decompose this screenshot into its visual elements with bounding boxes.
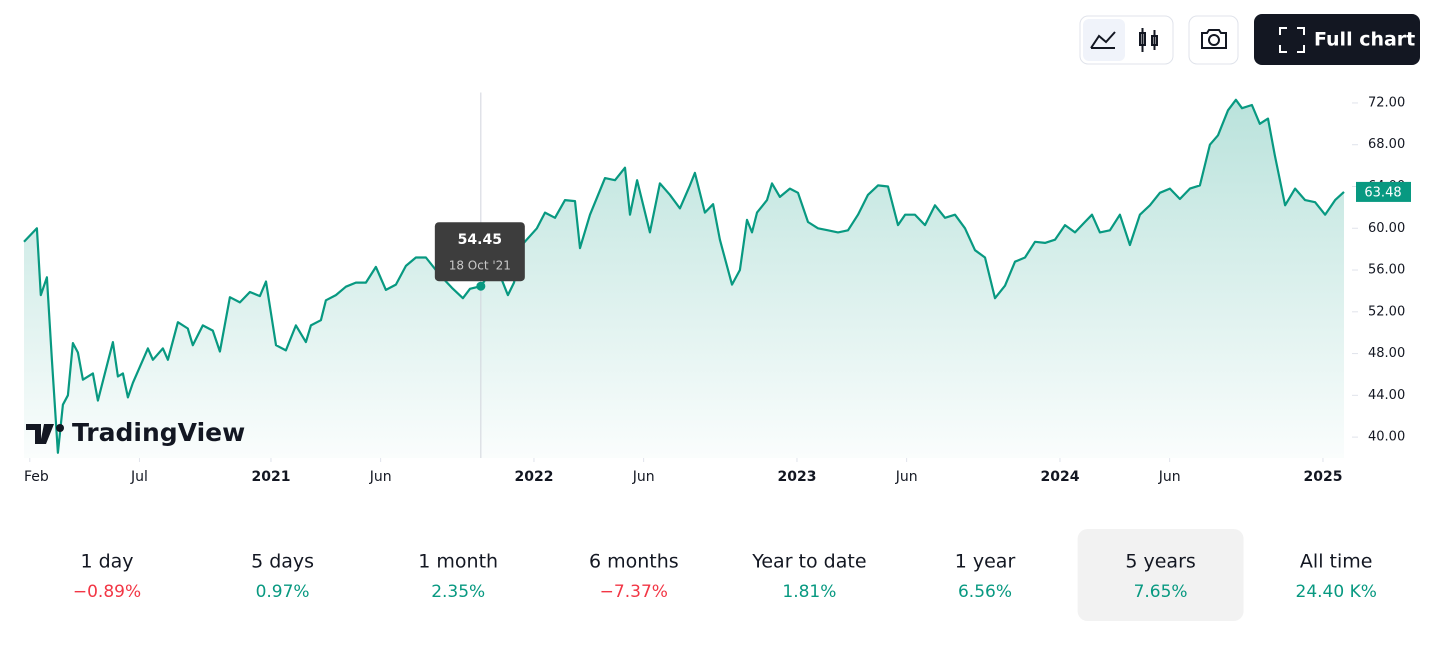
period-label: 6 months [589, 551, 679, 573]
x-tick-label: 2025 [1303, 469, 1342, 485]
period-change: −7.37% [600, 582, 668, 602]
y-tick-label: 44.00 [1368, 388, 1405, 403]
y-tick-label: 72.00 [1368, 95, 1405, 110]
x-tick-label: Jun [632, 469, 655, 485]
period-label: 1 month [418, 551, 498, 573]
line-icon [1090, 31, 1116, 49]
period-label: 5 days [251, 551, 314, 573]
y-tick-label: 52.00 [1368, 304, 1405, 319]
x-tick-label: Jun [1158, 469, 1181, 485]
x-tick-label: Feb [24, 469, 49, 485]
period-button[interactable] [726, 529, 892, 621]
watermark: TradingView [72, 418, 245, 447]
period-button[interactable] [375, 529, 541, 621]
x-tick-label: Jul [130, 469, 148, 485]
camera-icon [1201, 29, 1227, 49]
period-change: 0.97% [256, 582, 310, 602]
period-button[interactable] [551, 529, 717, 621]
logo-mark [26, 424, 54, 444]
fullscreen-icon [1279, 27, 1305, 53]
period-change: 6.56% [958, 582, 1012, 602]
tooltip-date: 18 Oct '21 [449, 259, 511, 273]
period-label: 1 day [80, 551, 133, 573]
y-tick-label: 40.00 [1368, 430, 1405, 445]
period-change: 24.40 K% [1296, 582, 1377, 602]
period-label: 5 years [1125, 551, 1195, 573]
period-change: 1.81% [782, 582, 836, 602]
last-price-badge [1356, 181, 1411, 202]
period-button[interactable] [24, 529, 190, 621]
last-price-label: 63.48 [1364, 185, 1401, 200]
y-tick-label: 68.00 [1368, 137, 1405, 152]
period-button[interactable] [1078, 529, 1244, 621]
period-selected-bg [1077, 529, 1244, 621]
plot: 40.0044.0048.0052.0056.0060.0064.0068.00… [23, 92, 1411, 485]
period-label: All time [1300, 551, 1373, 573]
price-line [23, 98, 1345, 454]
snapshot-button[interactable] [1188, 15, 1239, 65]
period-label: 1 year [955, 551, 1016, 573]
period-change: −0.89% [73, 582, 141, 602]
period-change: 2.35% [431, 582, 485, 602]
x-tick-label: Jun [895, 469, 918, 485]
hover-point [476, 281, 486, 291]
period-label: Year to date [751, 551, 866, 573]
tooltip-box [434, 222, 525, 282]
periods: 1 day −0.89% 5 days 0.97% 1 month 2.35% 6 mont… [24, 529, 1419, 621]
x-tick-label: Jun [369, 469, 392, 485]
period-button[interactable] [200, 529, 366, 621]
logo-dot [56, 424, 64, 432]
y-tick-label: 60.00 [1368, 221, 1405, 236]
x-tick-label: 2022 [514, 469, 553, 485]
x-tick-label: 2021 [251, 469, 290, 485]
candle-style-button[interactable] [1139, 28, 1158, 52]
y-tick-label: 56.00 [1368, 263, 1405, 278]
area [24, 99, 1344, 459]
x-tick-label: 2024 [1040, 469, 1079, 485]
full-chart-button[interactable] [1254, 14, 1420, 65]
y-tick-label: 48.00 [1368, 346, 1405, 361]
period-change: 7.65% [1134, 582, 1188, 602]
period-button[interactable] [902, 529, 1068, 621]
tooltip-value: 54.45 [458, 232, 502, 248]
x-tick-label: 2023 [777, 469, 816, 485]
period-button[interactable] [1253, 529, 1419, 621]
full-chart-label: Full chart [1314, 29, 1415, 51]
